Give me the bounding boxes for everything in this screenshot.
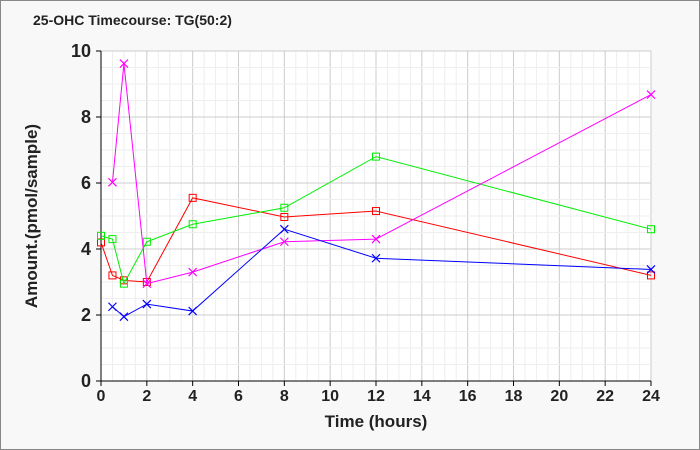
x-axis-label: Time (hours) [325, 412, 428, 431]
data-point-blue [119, 312, 129, 322]
x-tick-label: 22 [596, 388, 614, 405]
x-tick-label: 20 [550, 388, 568, 405]
data-point-blue [188, 306, 198, 316]
y-tick-label: 6 [81, 173, 91, 193]
y-tick-label: 4 [81, 239, 91, 259]
y-axis-label: Amount.(pmol/sample) [22, 124, 41, 308]
data-point-green [142, 237, 151, 246]
series-line-red [100, 197, 652, 283]
y-tick-label: 8 [81, 107, 91, 127]
data-point-magenta [108, 177, 117, 187]
data-point-green [188, 220, 197, 229]
data-point-green [97, 231, 105, 240]
data-point-magenta [188, 267, 198, 277]
data-point-red [188, 193, 197, 202]
data-point-red [280, 212, 289, 221]
data-point-blue [142, 299, 152, 309]
series-line-green [100, 156, 652, 286]
data-point-magenta [142, 279, 152, 289]
data-point-green [280, 203, 289, 212]
x-tick-label: 0 [97, 388, 106, 405]
data-point-blue [108, 302, 117, 312]
data-point-magenta [371, 234, 381, 244]
data-point-magenta [279, 237, 289, 247]
data-point-green [372, 152, 380, 161]
data-point-red [108, 271, 117, 280]
y-tick-label: 2 [81, 305, 91, 325]
data-point-magenta [119, 59, 129, 68]
x-tick-label: 14 [413, 388, 431, 405]
x-tick-label: 16 [459, 388, 477, 405]
x-tick-label: 2 [142, 388, 151, 405]
data-point-red [647, 271, 655, 280]
x-tick-label: 4 [188, 388, 197, 405]
x-tick-label: 10 [321, 388, 339, 405]
y-tick-label: 0 [81, 371, 91, 391]
data-point-blue [279, 224, 289, 234]
data-point-red [142, 278, 151, 286]
data-point-blue [371, 253, 381, 263]
data-point-green [647, 225, 655, 234]
chart-title: 25-OHC Timecourse: TG(50:2) [33, 12, 232, 28]
x-tick-label: 8 [280, 388, 289, 405]
data-point-red [372, 207, 380, 216]
data-point-green [108, 235, 117, 244]
x-tick-label: 24 [642, 388, 660, 405]
data-point-green [119, 279, 128, 288]
x-tick-label: 12 [367, 388, 385, 405]
data-point-blue [646, 265, 656, 274]
data-point-magenta [646, 90, 656, 99]
y-tick-label: 10 [71, 41, 91, 61]
x-tick-label: 6 [234, 388, 243, 405]
x-tick-label: 18 [505, 388, 523, 405]
